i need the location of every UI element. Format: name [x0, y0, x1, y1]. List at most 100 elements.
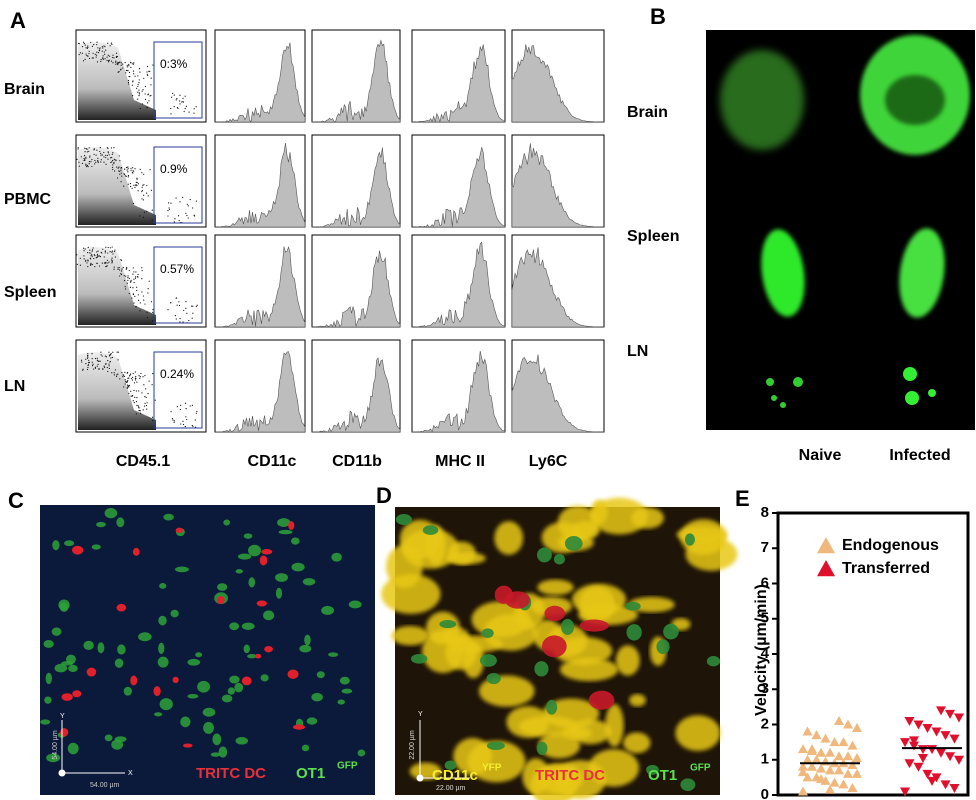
histogram	[214, 142, 306, 228]
dot	[150, 94, 152, 97]
dot	[84, 58, 86, 60]
dot	[100, 354, 102, 356]
dot	[88, 252, 90, 254]
cell	[261, 549, 273, 555]
dot	[134, 186, 136, 188]
cell	[277, 518, 291, 527]
dot	[178, 301, 180, 303]
cell	[218, 746, 228, 758]
gate	[153, 41, 203, 119]
dot	[186, 312, 188, 314]
cell	[631, 507, 664, 529]
y-tick-label: 4	[761, 645, 770, 662]
panel-label: A	[10, 8, 26, 33]
dot	[92, 52, 94, 54]
dot	[144, 402, 146, 404]
dot	[173, 221, 175, 223]
cell	[91, 544, 101, 550]
dot	[124, 379, 126, 381]
dot	[127, 277, 129, 279]
dot	[189, 405, 191, 407]
dot	[170, 107, 172, 110]
dot	[124, 168, 126, 170]
dot	[91, 250, 93, 252]
dot	[186, 203, 188, 205]
histogram	[214, 246, 306, 328]
cell	[624, 601, 641, 611]
dot	[115, 56, 118, 59]
dot	[180, 423, 182, 425]
cell	[241, 676, 252, 686]
cell	[331, 552, 342, 562]
dot	[90, 161, 92, 163]
dot	[112, 62, 114, 64]
dot	[114, 249, 116, 251]
dot	[145, 192, 148, 194]
dot	[129, 374, 131, 376]
dot	[123, 173, 125, 175]
dot	[91, 361, 93, 363]
dot	[133, 271, 135, 273]
dot	[127, 183, 129, 185]
dot	[118, 61, 120, 64]
dot	[112, 351, 114, 353]
dot	[104, 53, 106, 55]
dot	[120, 273, 123, 276]
dot	[104, 250, 106, 253]
cell	[275, 587, 283, 599]
dot	[126, 69, 128, 72]
dot	[141, 191, 143, 193]
dot	[124, 371, 126, 373]
dot	[113, 372, 115, 374]
dot	[146, 73, 148, 75]
dot	[143, 384, 145, 386]
dot	[104, 252, 106, 254]
dot	[80, 156, 82, 158]
cell	[227, 687, 236, 695]
cell	[40, 719, 51, 725]
dot	[112, 56, 114, 59]
dot	[87, 259, 89, 261]
point	[847, 760, 858, 770]
dot	[106, 56, 108, 58]
point	[811, 754, 822, 764]
legend-label: Endogenous	[842, 537, 939, 554]
dot	[93, 153, 95, 155]
dot	[128, 71, 131, 74]
dot	[117, 71, 119, 73]
dot	[107, 147, 109, 149]
dot	[92, 247, 94, 249]
dot	[136, 87, 138, 89]
dot	[87, 55, 89, 57]
dot	[130, 280, 132, 282]
point	[843, 768, 853, 778]
dot	[87, 362, 90, 364]
dot	[99, 360, 101, 362]
dot	[112, 152, 114, 154]
dot	[95, 154, 97, 156]
dot	[192, 312, 194, 314]
point	[820, 733, 831, 743]
dot	[101, 252, 103, 254]
dot	[84, 159, 86, 161]
dot	[91, 255, 93, 257]
point	[904, 716, 915, 726]
dot	[102, 58, 104, 61]
stain-label: OT1	[296, 765, 325, 782]
cell	[104, 508, 118, 519]
cell	[348, 600, 362, 609]
cell	[234, 682, 244, 693]
dot	[183, 110, 185, 113]
dot	[173, 420, 175, 422]
dot	[86, 166, 88, 168]
point	[829, 777, 840, 787]
dot	[120, 259, 122, 261]
dot	[152, 64, 154, 66]
dot	[107, 42, 109, 44]
dot	[111, 251, 113, 253]
dot	[99, 47, 101, 49]
dot	[83, 258, 85, 260]
dot	[168, 208, 171, 211]
dot	[195, 412, 197, 414]
dot	[177, 107, 179, 110]
